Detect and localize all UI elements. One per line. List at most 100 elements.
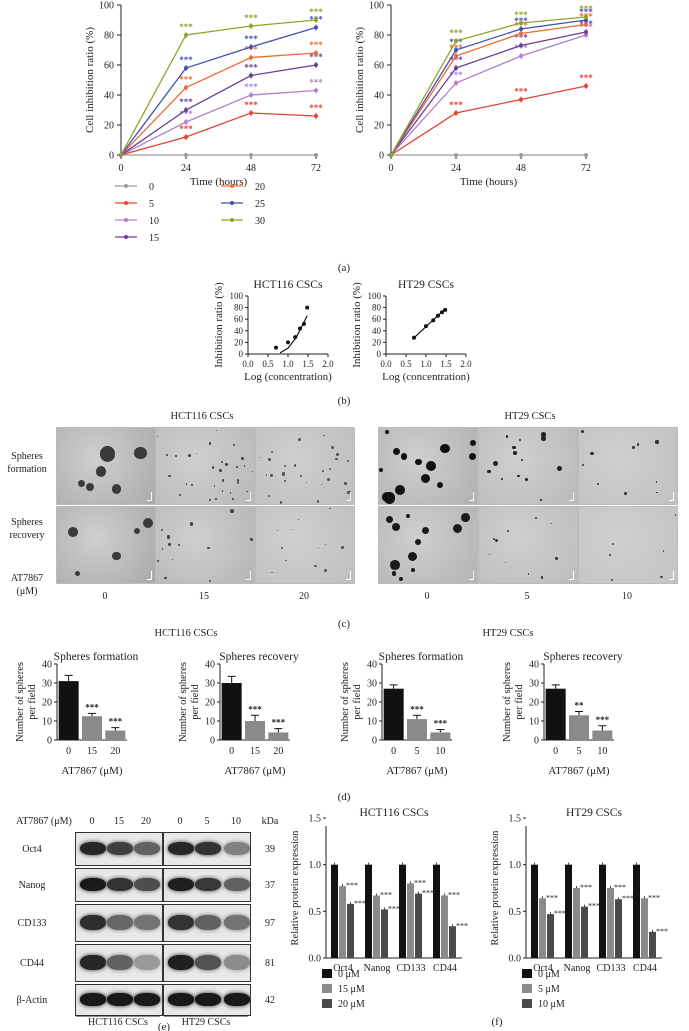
sphere xyxy=(492,537,496,541)
x-tick-label: Oct4 xyxy=(333,963,352,974)
significance-mark: *** xyxy=(179,75,193,85)
chart-title: Spheres formation xyxy=(379,651,464,663)
x-tick-label: CD44 xyxy=(433,963,457,974)
sphere xyxy=(161,548,164,551)
y-tick-label: 20 xyxy=(529,698,539,709)
sphere xyxy=(284,559,287,562)
sphere xyxy=(213,485,216,487)
x-tick-label: 1.0 xyxy=(420,359,432,369)
group-title: HT29 CSCs xyxy=(482,628,533,639)
micrograph xyxy=(578,427,678,505)
x-tick-label: 0 xyxy=(229,746,234,757)
series-line-30 xyxy=(120,19,317,156)
x-tick-label: 1.5 xyxy=(440,359,452,369)
sphere xyxy=(317,500,320,503)
x-tick-label: 20 xyxy=(110,746,120,757)
sphere xyxy=(99,446,116,462)
y-tick-label: 0 xyxy=(372,736,377,747)
sphere xyxy=(534,516,538,519)
x-axis-label: AT7867 (μM) xyxy=(61,765,123,777)
sphere xyxy=(656,491,658,494)
sphere xyxy=(504,561,507,564)
significance-mark: *** xyxy=(248,704,262,714)
significance-mark: *** xyxy=(244,34,258,44)
blot-strip xyxy=(75,944,163,982)
sphere xyxy=(189,522,193,526)
protein-band xyxy=(168,877,194,892)
sphere xyxy=(655,481,657,483)
conc-label: 10 xyxy=(231,816,241,827)
y-axis-label: per field xyxy=(352,684,363,720)
bar xyxy=(221,683,242,740)
series-line-20 xyxy=(390,23,587,156)
sphere xyxy=(167,535,171,539)
series-line-15 xyxy=(120,64,317,156)
bar xyxy=(569,715,589,740)
sphere xyxy=(623,492,627,496)
legend-swatch xyxy=(322,969,332,978)
x-tick-label: CD133 xyxy=(597,963,626,974)
significance-mark: *** xyxy=(272,718,286,728)
protein-band xyxy=(224,993,250,1006)
conc-label: 0 xyxy=(425,591,430,602)
legend-label: 10 μM xyxy=(538,999,565,1010)
data-point xyxy=(519,153,523,157)
unit-label: (μM) xyxy=(17,586,38,597)
y-tick-label: 30 xyxy=(529,679,539,690)
sphere xyxy=(283,465,286,468)
protein-label: β-Actin xyxy=(17,995,48,1006)
sphere xyxy=(225,462,229,466)
bar xyxy=(581,906,588,958)
sphere xyxy=(250,538,253,542)
sphere xyxy=(179,493,182,496)
sphere xyxy=(271,571,273,573)
sphere xyxy=(214,497,217,501)
x-tick-label: 10 xyxy=(597,746,607,757)
y-tick-label: 100 xyxy=(99,1,114,12)
data-point xyxy=(443,307,448,312)
group-title: HT29 CSCs xyxy=(504,411,555,422)
scale-bar xyxy=(147,492,152,501)
chart-title: Spheres recovery xyxy=(219,651,299,663)
sphere xyxy=(524,478,528,482)
sphere xyxy=(324,569,327,572)
sphere xyxy=(112,551,121,560)
y-tick-label: 40 xyxy=(372,326,382,336)
scale-bar xyxy=(246,492,251,501)
kda-label: 97 xyxy=(265,918,275,929)
x-tick-label: 5 xyxy=(577,746,582,757)
blot-strip xyxy=(163,868,251,902)
data-point xyxy=(274,345,278,350)
bar xyxy=(545,688,566,740)
sphere xyxy=(540,576,544,579)
y-tick-label: 40 xyxy=(367,660,377,671)
row-label: recovery xyxy=(10,530,45,541)
y-tick-label: 20 xyxy=(42,698,52,709)
y-tick-label: 100 xyxy=(369,1,384,12)
significance-mark: *** xyxy=(410,704,424,714)
chart-title: HCT116 CSCs xyxy=(254,279,323,291)
significance-mark: *** xyxy=(449,55,463,65)
conc-label: 0 xyxy=(90,816,95,827)
bar xyxy=(381,909,388,958)
conc-label: 15 xyxy=(199,591,209,602)
protein-band xyxy=(80,993,106,1006)
blot-strip xyxy=(163,984,251,1016)
data-point xyxy=(119,153,123,157)
group-title: HCT116 CSCs xyxy=(155,628,218,639)
conc-label: 10 xyxy=(622,591,632,602)
x-tick-label: Nanog xyxy=(364,963,391,974)
x-axis-label: Log (concentration) xyxy=(244,371,332,383)
x-tick-label: 5 xyxy=(415,746,420,757)
sphere xyxy=(391,570,397,576)
bar xyxy=(331,864,338,958)
blot-strip xyxy=(163,904,251,942)
scale-bar xyxy=(469,571,474,580)
x-tick-label: 48 xyxy=(246,163,256,174)
x-tick-label: 0.5 xyxy=(400,359,412,369)
y-tick-label: 40 xyxy=(234,326,244,336)
sphere xyxy=(281,547,284,550)
y-tick-label: 100 xyxy=(368,291,382,301)
y-tick-label: 80 xyxy=(374,31,384,42)
blot-strip xyxy=(75,904,163,942)
